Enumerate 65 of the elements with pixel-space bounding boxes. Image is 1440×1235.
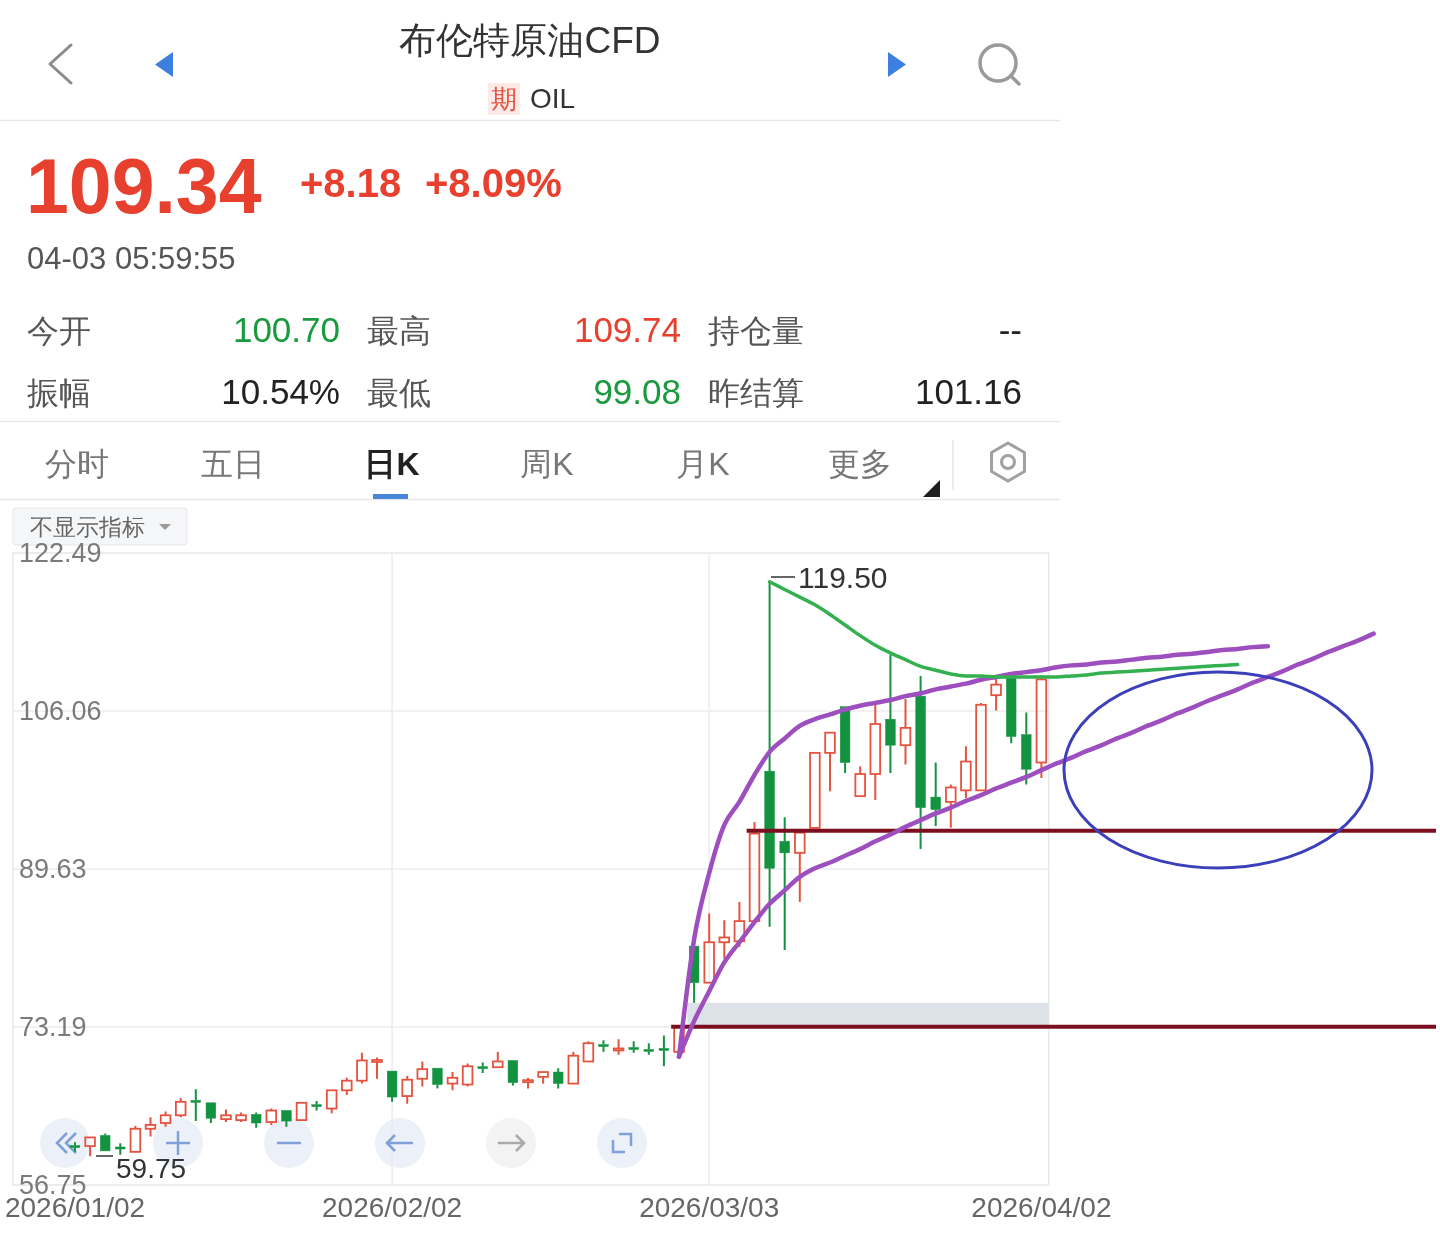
text: +8.18	[300, 161, 402, 205]
chart-title: 布伦特原油CFD	[399, 20, 661, 61]
text: +8.09%	[425, 161, 562, 205]
chart-subtitle: OIL	[530, 83, 576, 114]
candlestick	[945, 783, 957, 829]
candlestick	[628, 1040, 639, 1054]
candlestick	[251, 1111, 262, 1129]
candlestick	[794, 831, 806, 903]
x-tick-label: 2026/02/02	[322, 1192, 463, 1223]
candlestick	[477, 1061, 488, 1074]
text: 109.74	[573, 310, 681, 349]
y-tick-label: 106.06	[19, 695, 102, 726]
text: 日K	[364, 446, 420, 482]
candlestick	[598, 1039, 609, 1053]
text: 99.08	[593, 372, 681, 411]
candlestick	[779, 816, 790, 951]
y-tick-label: 122.49	[19, 538, 102, 568]
text: 今开	[27, 313, 91, 349]
text: 最高	[367, 313, 431, 349]
annotation: 119.50	[798, 560, 888, 594]
text: 101.16	[914, 372, 1022, 411]
candlestick	[885, 653, 896, 775]
candlestick	[1021, 711, 1032, 786]
text: 月K	[676, 446, 730, 482]
candlestick	[840, 706, 851, 775]
text: 五日	[201, 446, 265, 482]
candlestick	[915, 674, 926, 850]
annotation: 59.75	[116, 1153, 187, 1184]
candlestick	[69, 1141, 81, 1153]
candlestick	[824, 731, 836, 793]
text: 04-03 05:59:55	[27, 241, 236, 276]
candlestick	[190, 1088, 201, 1123]
y-tick-label: 73.19	[19, 1011, 87, 1042]
candlestick	[658, 1034, 669, 1068]
text: 振幅	[27, 375, 91, 411]
candlestick	[930, 761, 941, 827]
text: 最低	[367, 375, 431, 411]
candlestick	[84, 1136, 96, 1158]
text: 100.70	[232, 310, 340, 349]
candlestick	[371, 1056, 383, 1080]
candlestick	[854, 765, 866, 798]
text: 周K	[520, 446, 574, 482]
text: --	[998, 310, 1022, 349]
text: 10.54%	[221, 372, 340, 411]
candlestick	[899, 698, 912, 766]
candlestick	[295, 1101, 308, 1121]
candlestick	[809, 751, 821, 829]
candlestick	[1006, 677, 1017, 745]
text: 昨结算	[708, 375, 804, 411]
candlestick	[612, 1038, 625, 1056]
x-tick-label: 2026/04/02	[971, 1192, 1112, 1223]
candlestick	[643, 1042, 654, 1056]
text: 持仓量	[708, 313, 804, 349]
text: 不显示指标	[30, 514, 145, 540]
candlestick	[492, 1050, 504, 1069]
candlestick	[718, 919, 731, 960]
y-tick-label: 89.63	[19, 853, 87, 884]
x-tick-label: 2026/03/03	[639, 1192, 780, 1223]
text: 更多	[828, 446, 892, 482]
candlestick	[990, 676, 1002, 712]
candlestick	[960, 745, 972, 800]
candlestick	[703, 912, 715, 984]
text: 109.34	[26, 143, 262, 229]
candlestick	[537, 1071, 549, 1085]
text: 分时	[45, 446, 109, 482]
